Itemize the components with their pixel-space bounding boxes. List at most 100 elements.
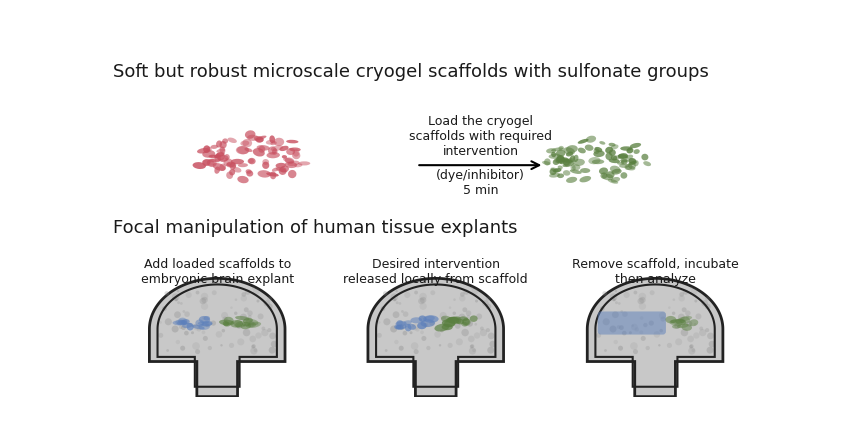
Ellipse shape xyxy=(276,163,286,168)
Circle shape xyxy=(182,310,186,313)
Circle shape xyxy=(631,324,634,327)
Circle shape xyxy=(401,310,404,313)
Ellipse shape xyxy=(271,145,283,151)
Ellipse shape xyxy=(270,136,275,143)
Circle shape xyxy=(220,344,223,347)
Circle shape xyxy=(695,314,701,319)
Ellipse shape xyxy=(678,316,692,321)
Circle shape xyxy=(706,347,713,354)
Ellipse shape xyxy=(563,170,570,176)
Circle shape xyxy=(448,343,453,348)
Ellipse shape xyxy=(595,147,603,152)
Ellipse shape xyxy=(420,319,435,327)
Circle shape xyxy=(418,298,425,304)
Ellipse shape xyxy=(245,319,259,326)
Ellipse shape xyxy=(676,318,686,325)
Circle shape xyxy=(480,329,487,336)
Ellipse shape xyxy=(396,324,407,330)
Text: Add loaded scaffolds to
embryonic brain explant: Add loaded scaffolds to embryonic brain … xyxy=(140,258,294,285)
Ellipse shape xyxy=(585,136,596,143)
Circle shape xyxy=(166,349,169,352)
Circle shape xyxy=(420,297,426,303)
Circle shape xyxy=(453,311,456,315)
Ellipse shape xyxy=(593,150,605,157)
Ellipse shape xyxy=(551,168,559,172)
Ellipse shape xyxy=(419,315,426,322)
Ellipse shape xyxy=(562,158,574,163)
Circle shape xyxy=(196,291,199,294)
Circle shape xyxy=(179,325,183,329)
Circle shape xyxy=(222,317,228,322)
Circle shape xyxy=(622,331,626,335)
Ellipse shape xyxy=(558,146,564,151)
Ellipse shape xyxy=(197,148,209,153)
Circle shape xyxy=(193,324,200,330)
Ellipse shape xyxy=(213,163,226,171)
Ellipse shape xyxy=(442,319,455,327)
Ellipse shape xyxy=(394,325,401,330)
Ellipse shape xyxy=(621,159,627,165)
Ellipse shape xyxy=(223,321,229,326)
Circle shape xyxy=(390,326,397,333)
Circle shape xyxy=(248,315,252,318)
Ellipse shape xyxy=(207,147,212,152)
Circle shape xyxy=(622,311,628,317)
Circle shape xyxy=(415,327,420,332)
Ellipse shape xyxy=(462,318,470,325)
Ellipse shape xyxy=(181,319,190,325)
Circle shape xyxy=(460,295,465,301)
Ellipse shape xyxy=(243,139,252,147)
Circle shape xyxy=(705,328,709,332)
Ellipse shape xyxy=(602,173,614,180)
Ellipse shape xyxy=(294,163,302,167)
Circle shape xyxy=(240,314,247,320)
Ellipse shape xyxy=(580,176,591,182)
Circle shape xyxy=(667,343,672,348)
Circle shape xyxy=(618,346,623,351)
Circle shape xyxy=(694,300,697,302)
Ellipse shape xyxy=(186,323,194,330)
Circle shape xyxy=(201,293,208,300)
Circle shape xyxy=(678,314,685,320)
Ellipse shape xyxy=(563,163,574,167)
Circle shape xyxy=(707,333,714,339)
Circle shape xyxy=(424,323,428,327)
Ellipse shape xyxy=(553,159,559,165)
Circle shape xyxy=(208,346,212,350)
Circle shape xyxy=(614,290,617,293)
Circle shape xyxy=(654,331,660,338)
Ellipse shape xyxy=(405,324,412,331)
Circle shape xyxy=(397,325,402,329)
Ellipse shape xyxy=(670,319,683,326)
Ellipse shape xyxy=(557,165,563,169)
Circle shape xyxy=(174,298,178,301)
Ellipse shape xyxy=(272,148,277,155)
Ellipse shape xyxy=(266,140,275,145)
Ellipse shape xyxy=(236,146,249,154)
Ellipse shape xyxy=(198,323,210,330)
Ellipse shape xyxy=(559,157,568,165)
Ellipse shape xyxy=(258,170,271,178)
Circle shape xyxy=(619,325,624,330)
Ellipse shape xyxy=(563,159,571,166)
Ellipse shape xyxy=(215,153,225,160)
Ellipse shape xyxy=(593,149,599,154)
Ellipse shape xyxy=(628,158,636,164)
Circle shape xyxy=(618,302,620,305)
Circle shape xyxy=(203,336,208,341)
Ellipse shape xyxy=(665,316,677,323)
Ellipse shape xyxy=(554,158,560,163)
Ellipse shape xyxy=(460,316,468,321)
Circle shape xyxy=(267,328,271,332)
Ellipse shape xyxy=(566,145,578,153)
Circle shape xyxy=(174,299,178,302)
Circle shape xyxy=(658,344,660,347)
Ellipse shape xyxy=(285,157,294,164)
Circle shape xyxy=(660,317,665,322)
Ellipse shape xyxy=(544,158,551,165)
Ellipse shape xyxy=(246,322,261,328)
Circle shape xyxy=(269,347,276,354)
Ellipse shape xyxy=(280,165,289,173)
Circle shape xyxy=(439,344,442,347)
Circle shape xyxy=(180,302,183,305)
